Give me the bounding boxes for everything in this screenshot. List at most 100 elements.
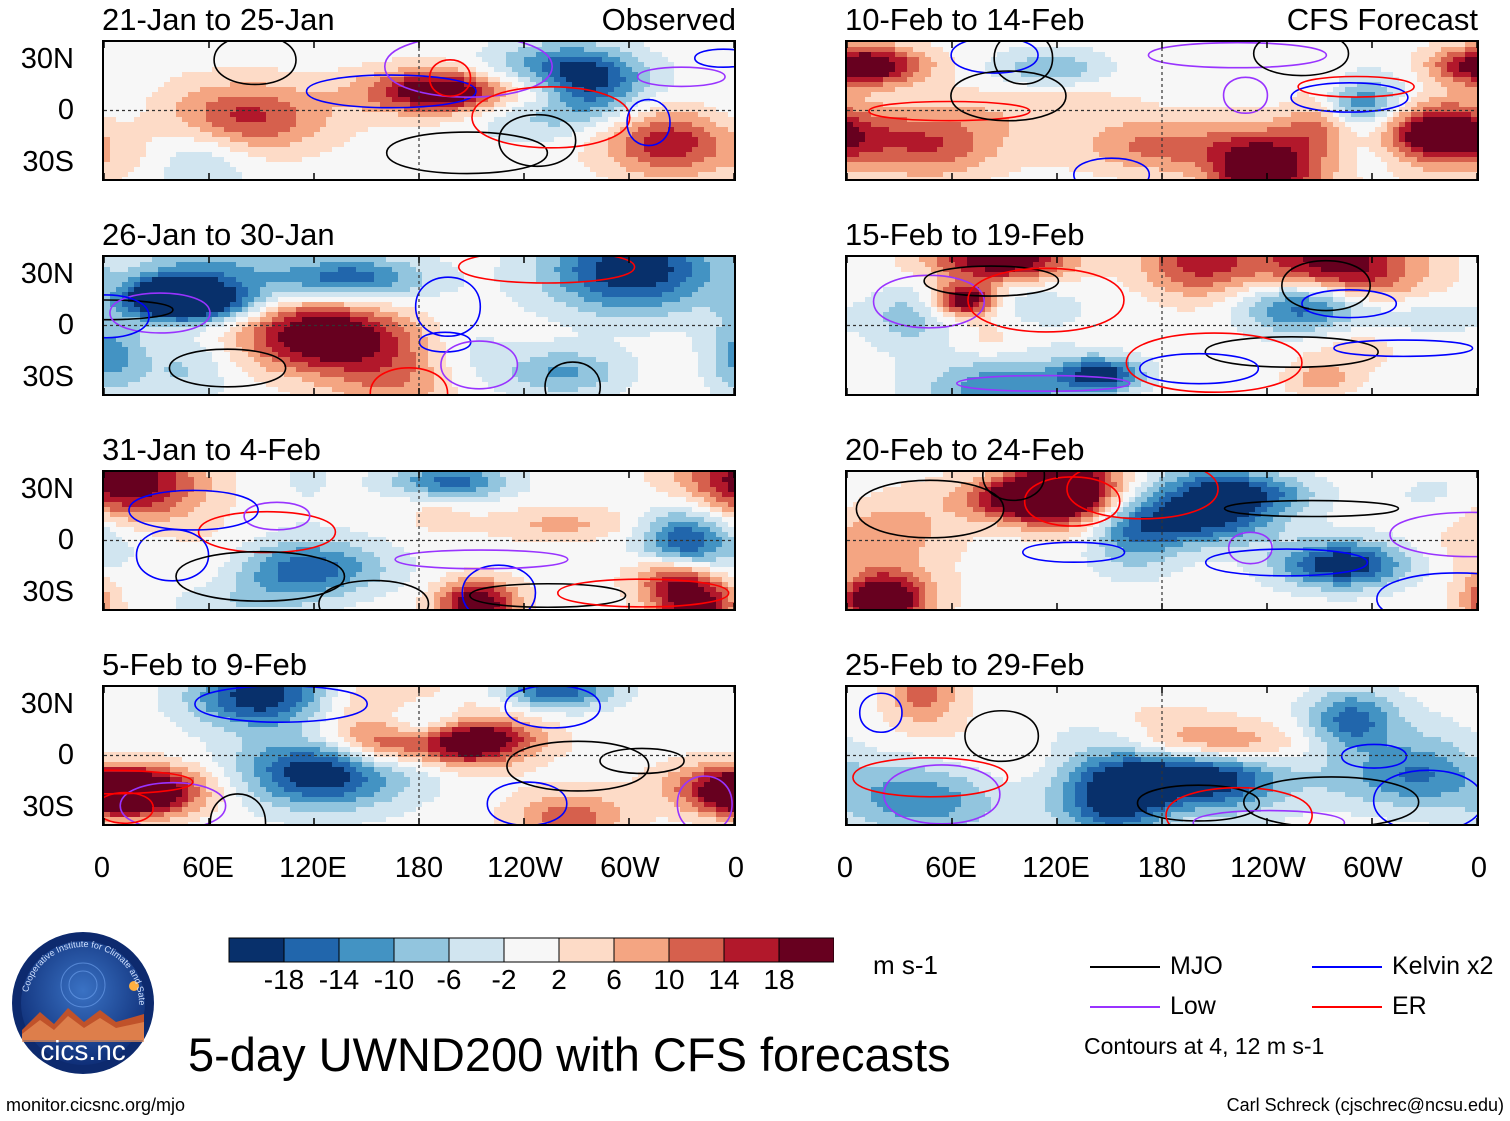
contour-line (1204, 548, 1369, 577)
colorbar-swatch (613, 937, 670, 963)
contour-line (1340, 743, 1408, 769)
lat-label-30s: 30S (4, 147, 74, 177)
colorbar-swatch (338, 937, 395, 963)
contour-line (967, 267, 1125, 333)
uwnd-field (847, 257, 1477, 394)
contour-line (104, 294, 150, 339)
contour-line (168, 348, 287, 388)
contour-line (128, 489, 259, 531)
lon-label: 60W (570, 853, 690, 883)
contour-line (1297, 75, 1415, 98)
colorbar-swatch (393, 937, 450, 963)
contour-line (1281, 260, 1371, 312)
contour-line (104, 791, 155, 824)
uwnd-field (847, 687, 1477, 824)
contour-line (872, 274, 986, 329)
colorbar-swatch (558, 937, 615, 963)
lat-label-30n: 30N (4, 44, 74, 74)
contour-line (440, 340, 519, 390)
contour-line (175, 550, 346, 602)
contour-line (213, 42, 297, 86)
contour-line (119, 782, 227, 824)
contour-line (1066, 472, 1219, 520)
contour-line (104, 299, 174, 321)
contour-line (1021, 541, 1126, 564)
legend-label-kelvin: Kelvin x2 (1392, 952, 1493, 980)
contour-line (394, 549, 569, 570)
contour-line (506, 740, 650, 792)
contour-line (855, 479, 1005, 539)
contour-line (209, 793, 267, 824)
uwnd-field (104, 472, 734, 609)
contour-line (599, 747, 685, 775)
contour-line (852, 757, 1009, 798)
legend-note: Contours at 4, 12 m s-1 (1084, 1032, 1324, 1060)
contour-line (1125, 332, 1303, 394)
contour-line (1376, 572, 1477, 609)
lon-label: 0 (676, 853, 796, 883)
lat-label-eq: 0 (4, 95, 74, 125)
panel-title: 26-Jan to 30-Jan (102, 218, 335, 252)
contour-line (1333, 339, 1474, 358)
lon-label: 0 (785, 853, 905, 883)
lat-label-eq: 0 (4, 525, 74, 555)
contour-line (1223, 499, 1400, 518)
contour-line (982, 472, 1046, 502)
lon-label: 120E (253, 853, 373, 883)
colorbar-swatch (283, 937, 340, 963)
contour-line (504, 687, 601, 729)
colorbar-swatch (668, 937, 725, 963)
lat-label-30n: 30N (4, 689, 74, 719)
colorbar-label: 14 (694, 965, 754, 995)
contour-line (1073, 157, 1151, 179)
uwnd-field (104, 687, 734, 824)
contour-line (1372, 769, 1477, 824)
lon-label: 0 (42, 853, 162, 883)
panel-title: 5-Feb to 9-Feb (102, 648, 307, 682)
contour-line (369, 367, 449, 394)
observed-tag: Observed (560, 3, 736, 37)
colorbar-label: 2 (529, 965, 589, 995)
lon-label: 120W (1208, 853, 1328, 883)
contour-line (104, 769, 194, 795)
contour-line (457, 257, 636, 284)
colorbar-label: -14 (309, 965, 369, 995)
contour-line (385, 131, 549, 175)
figure-title: 5-day UWND200 with CFS forecasts (188, 1029, 951, 1081)
cics-logo-graphic: Cooperative Institute for Climate and Sa… (7, 922, 154, 1074)
contour-line (636, 66, 726, 88)
uwnd-field (104, 257, 734, 394)
legend-label-low: Low (1170, 992, 1216, 1020)
lon-label: 180 (359, 853, 479, 883)
lon-label: 60E (891, 853, 1011, 883)
legend-line-low (1090, 1006, 1160, 1008)
colorbar-swatch (228, 937, 285, 963)
contour-line (135, 528, 210, 582)
logo-text: cics.nc (40, 1035, 126, 1066)
colorbar-swatch (448, 937, 505, 963)
legend-label-mjo: MJO (1170, 952, 1223, 980)
uwnd-field (847, 472, 1477, 609)
colorbar-swatches (228, 937, 834, 963)
panel-title: 21-Jan to 25-Jan (102, 3, 335, 37)
contour-line (1204, 336, 1379, 368)
lon-label: 60E (148, 853, 268, 883)
contour-line (676, 775, 733, 824)
contour-line (428, 58, 472, 97)
contour-line (883, 764, 1001, 824)
contour-line (498, 113, 577, 167)
contour-line (414, 276, 482, 338)
colorbar-label: -18 (254, 965, 314, 995)
colorbar-label: 18 (749, 965, 809, 995)
colorbar-label: -6 (419, 965, 479, 995)
contour-line (471, 86, 631, 149)
uwnd-field (847, 42, 1477, 179)
contour-line (318, 579, 430, 609)
contour-line (556, 578, 730, 608)
colorbar-label: 6 (584, 965, 644, 995)
contour-line (305, 74, 477, 109)
contour-line (194, 687, 369, 723)
legend-line-kelvin (1312, 966, 1382, 968)
lat-label-30s: 30S (4, 577, 74, 607)
colorbar-label: -2 (474, 965, 534, 995)
